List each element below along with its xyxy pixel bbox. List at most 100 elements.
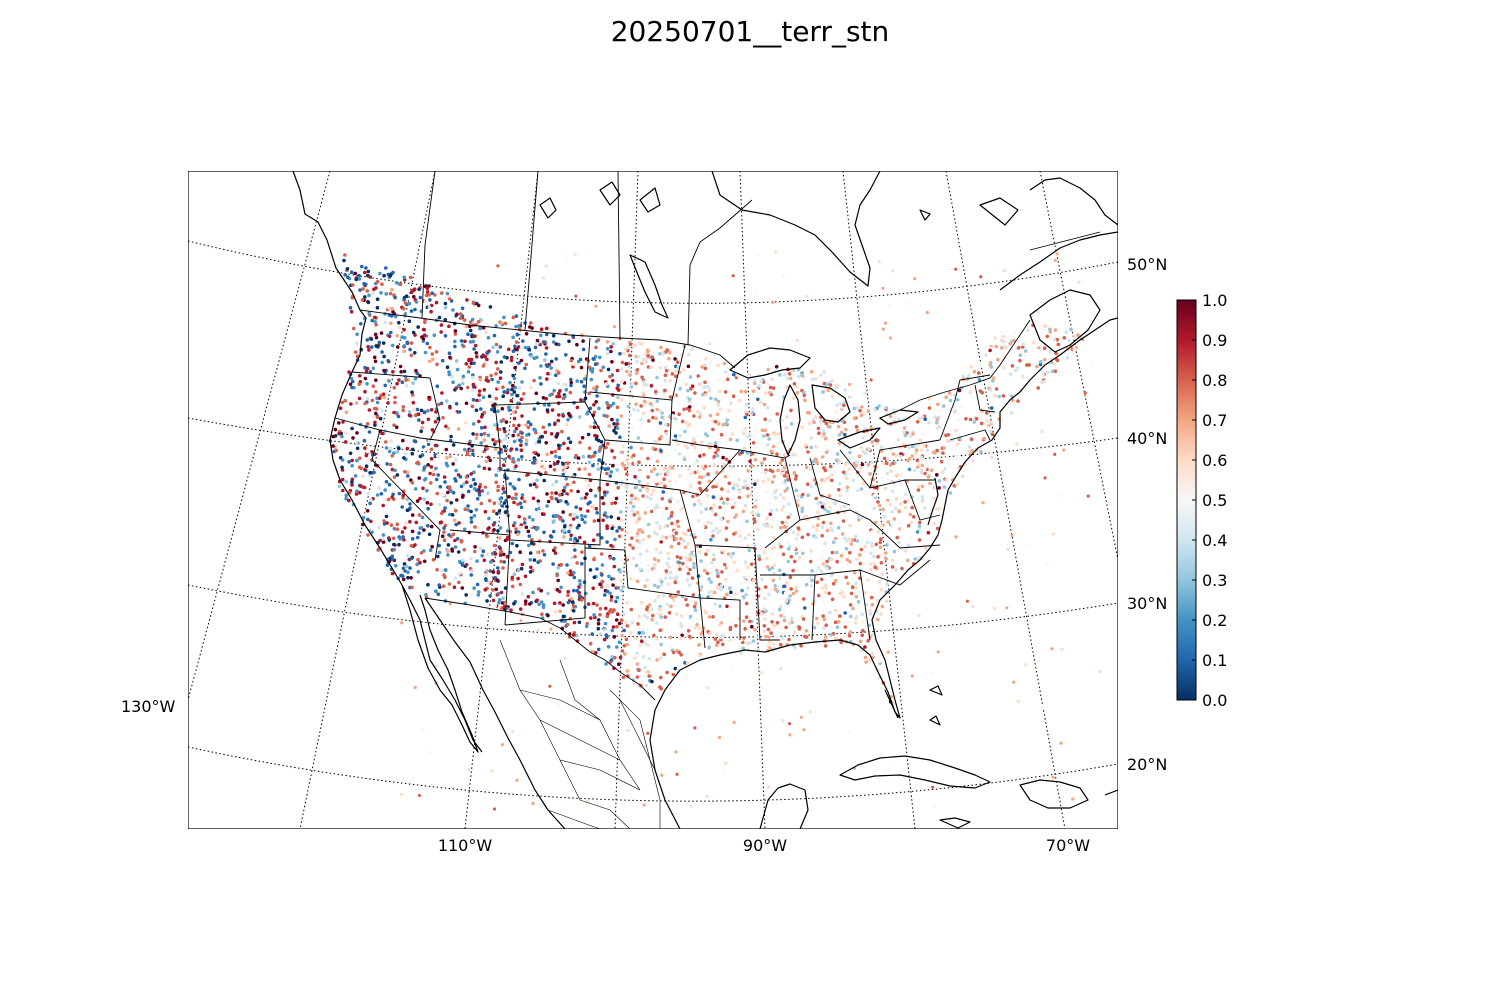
station-point xyxy=(417,418,421,422)
station-point xyxy=(871,655,875,660)
station-point xyxy=(512,423,516,428)
station-point xyxy=(493,552,498,556)
station-point xyxy=(475,582,480,587)
station-point xyxy=(367,474,372,478)
station-point xyxy=(553,449,558,454)
station-point xyxy=(589,616,593,620)
station-point xyxy=(430,428,435,432)
station-point xyxy=(712,356,716,360)
station-point xyxy=(637,614,641,618)
station-point xyxy=(990,402,994,406)
station-point xyxy=(592,410,597,415)
station-point xyxy=(937,409,942,414)
station-point xyxy=(636,497,640,502)
station-point xyxy=(574,505,578,510)
station-point xyxy=(1002,268,1007,273)
station-point xyxy=(560,465,565,470)
station-point xyxy=(779,482,783,486)
station-point xyxy=(382,395,387,400)
station-point xyxy=(396,414,401,419)
station-point xyxy=(819,556,823,561)
station-point xyxy=(592,425,597,430)
station-point xyxy=(920,498,925,503)
station-point xyxy=(488,305,493,309)
station-point xyxy=(765,556,769,561)
station-point xyxy=(716,392,721,397)
station-point xyxy=(750,624,754,629)
station-point xyxy=(602,628,607,632)
station-point xyxy=(671,650,676,655)
station-point xyxy=(848,523,852,528)
station-point xyxy=(608,591,612,596)
station-point xyxy=(417,513,422,517)
station-point xyxy=(552,422,557,427)
station-point xyxy=(834,550,839,555)
station-point xyxy=(693,449,697,454)
station-point xyxy=(565,563,569,567)
station-point xyxy=(509,355,514,360)
station-point xyxy=(572,620,577,625)
station-point xyxy=(667,556,671,561)
station-point xyxy=(530,354,534,359)
station-point xyxy=(683,545,688,549)
station-point xyxy=(615,468,619,472)
station-point xyxy=(713,397,718,402)
station-point xyxy=(804,443,808,447)
station-point xyxy=(604,382,609,386)
station-point xyxy=(1038,362,1043,367)
station-point xyxy=(788,594,792,598)
station-point xyxy=(609,404,613,408)
station-point xyxy=(566,571,570,575)
station-point xyxy=(668,570,673,575)
station-point xyxy=(592,557,596,562)
station-point xyxy=(637,631,642,635)
station-point xyxy=(564,353,568,357)
station-point xyxy=(747,548,752,553)
station-point xyxy=(485,357,489,362)
station-point xyxy=(478,485,482,489)
station-point xyxy=(855,539,860,543)
station-point xyxy=(744,483,748,488)
station-point xyxy=(556,460,560,464)
station-point xyxy=(799,715,804,719)
station-point xyxy=(405,508,410,512)
station-point xyxy=(742,431,746,436)
station-point xyxy=(823,507,827,512)
station-point xyxy=(902,430,906,434)
station-point xyxy=(942,485,947,489)
station-point xyxy=(744,601,749,606)
station-point xyxy=(668,350,672,355)
station-point xyxy=(648,401,653,406)
station-point xyxy=(961,374,966,379)
station-point xyxy=(713,637,718,641)
station-point xyxy=(618,435,622,440)
station-point xyxy=(760,461,764,465)
station-point xyxy=(656,424,660,429)
station-point xyxy=(640,679,645,684)
station-point xyxy=(638,470,643,475)
station-point xyxy=(409,576,413,580)
station-point xyxy=(369,498,373,502)
station-point xyxy=(851,478,856,483)
station-point xyxy=(669,514,674,518)
station-point xyxy=(737,495,742,500)
station-point xyxy=(825,382,829,387)
station-point xyxy=(908,496,912,501)
station-point xyxy=(561,519,565,523)
station-point xyxy=(772,563,777,568)
station-point xyxy=(567,413,572,418)
station-point xyxy=(370,318,375,323)
station-point xyxy=(870,602,875,607)
station-point xyxy=(375,400,380,405)
station-point xyxy=(368,501,372,506)
station-point xyxy=(591,601,596,606)
station-point xyxy=(520,562,525,567)
station-point xyxy=(720,570,724,574)
station-point xyxy=(373,320,378,324)
station-point xyxy=(402,562,407,566)
station-point xyxy=(579,365,584,370)
station-point xyxy=(540,612,544,616)
station-point xyxy=(623,467,628,471)
station-point xyxy=(822,626,826,630)
station-point xyxy=(578,507,583,511)
